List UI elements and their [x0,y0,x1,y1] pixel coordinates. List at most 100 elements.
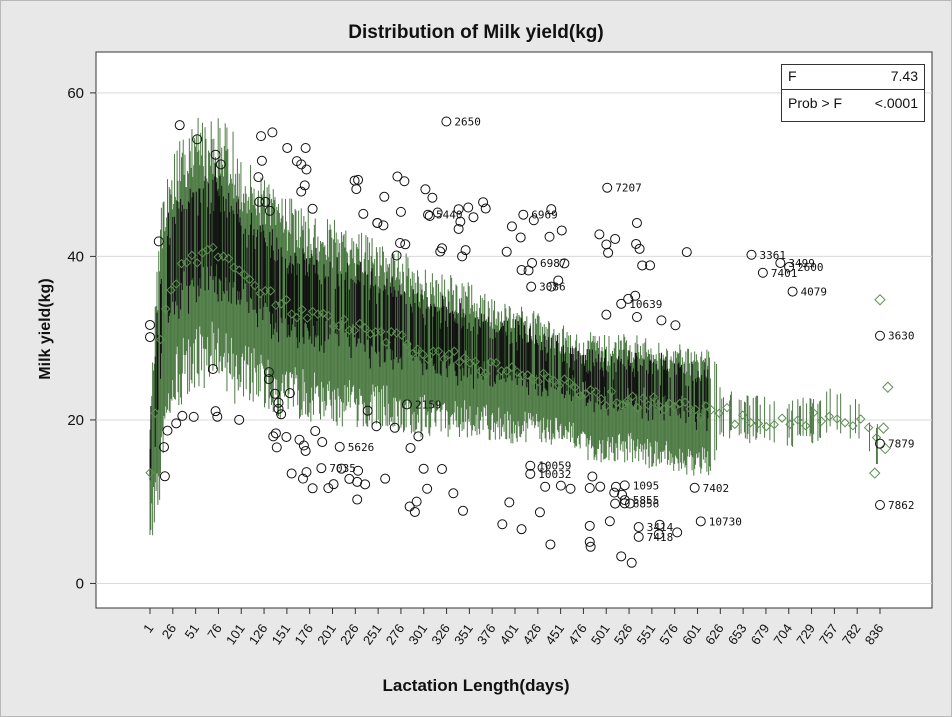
outlier-label: 4079 [801,286,828,299]
mean-marker [793,415,803,425]
x-tick-label: 251 [360,621,385,647]
mean-marker [824,411,835,422]
outlier-point [875,330,885,341]
outlier-point [746,249,757,260]
mean-marker [690,404,701,415]
x-tick-label: 757 [816,621,841,647]
outlier-point [553,275,564,286]
mean-marker [869,467,881,479]
outlier-point [631,312,642,323]
outlier-point [263,374,274,385]
outlier-point [310,426,321,437]
outlier-point [177,410,188,421]
outlier-point [402,399,413,410]
x-tick-label: 836 [862,621,887,647]
x-tick-label: 729 [793,621,818,647]
outlier-label: 2600 [797,261,824,274]
mean-marker [213,252,223,262]
outlier-point [158,442,169,453]
mean-marker [402,339,412,349]
mean-marker [701,401,711,411]
outlier-point [395,206,406,217]
mean-marker [292,312,302,323]
mean-marker [714,408,724,418]
mean-marker [475,366,486,376]
outlier-point [457,505,468,516]
outlier-point [282,142,293,153]
outlier-point [162,425,173,436]
mean-marker [738,410,748,420]
mean-marker [643,400,654,411]
outlier-point [441,116,452,127]
outlier-point [624,498,635,509]
outlier-point [537,462,548,473]
outlier-point [300,445,311,456]
mean-marker [722,402,732,413]
outlier-point [395,237,406,248]
mean-marker [239,270,250,280]
mean-marker [313,309,323,319]
outlier-point [301,467,312,478]
x-tick-label: 351 [451,621,476,647]
outlier-label: 3499 [788,257,815,270]
mean-marker [874,294,886,306]
outlier-point [457,251,468,262]
outlier-point [212,411,223,422]
mean-marker [334,321,344,331]
x-axis-label: Lactation Length(days) [382,676,570,695]
outlier-point [478,197,489,208]
mean-marker [182,257,192,268]
mean-marker [297,304,307,315]
outlier-point [775,257,786,268]
mean-marker [706,405,716,415]
mean-marker [454,357,465,367]
mean-marker [176,258,187,269]
outlier-point [455,216,466,227]
outlier-point [604,516,615,527]
mean-marker [528,374,538,384]
outlier-point [399,176,410,187]
x-tick-label: 704 [770,621,795,647]
outlier-label: 3630 [888,330,915,343]
outlier-point [875,438,885,449]
mean-marker [856,414,866,424]
mean-marker [871,432,882,443]
outlier-point [610,233,621,244]
outlier-point [423,209,434,220]
outlier-point [413,431,424,442]
x-tick-label: 1 [140,621,156,636]
mean-marker [575,390,585,401]
outlier-label: 7401 [771,267,798,280]
outlier-point [602,182,613,193]
outlier-point [210,149,221,160]
outlier-point [672,527,683,538]
box-bodies [149,163,709,481]
outlier-point [528,215,539,226]
y-tick-label: 20 [67,412,84,429]
outlier-point [264,205,275,216]
x-tick-label: 26 [159,621,180,641]
outlier-point [317,437,328,448]
mean-marker [507,362,517,372]
outlier-point [525,460,536,471]
outlier-point [422,483,433,494]
outlier-point [299,180,310,191]
outlier-point [188,411,199,422]
outlier-point [545,539,556,550]
outlier-point [420,184,431,195]
mean-marker [761,421,772,432]
outlier-label: 7207 [615,182,642,195]
outlier-point [411,496,422,507]
mean-marker [397,330,407,340]
outlier-point [623,293,634,304]
mean-marker [229,262,239,273]
outlier-point [875,499,885,510]
mean-marker [323,311,334,321]
x-tick-label: 679 [748,621,773,647]
outlier-point [405,442,416,453]
outlier-point [297,473,308,484]
mean-marker [533,376,543,387]
outlier-point [323,483,334,494]
x-tick-label: 201 [314,621,339,647]
mean-marker [777,413,787,423]
